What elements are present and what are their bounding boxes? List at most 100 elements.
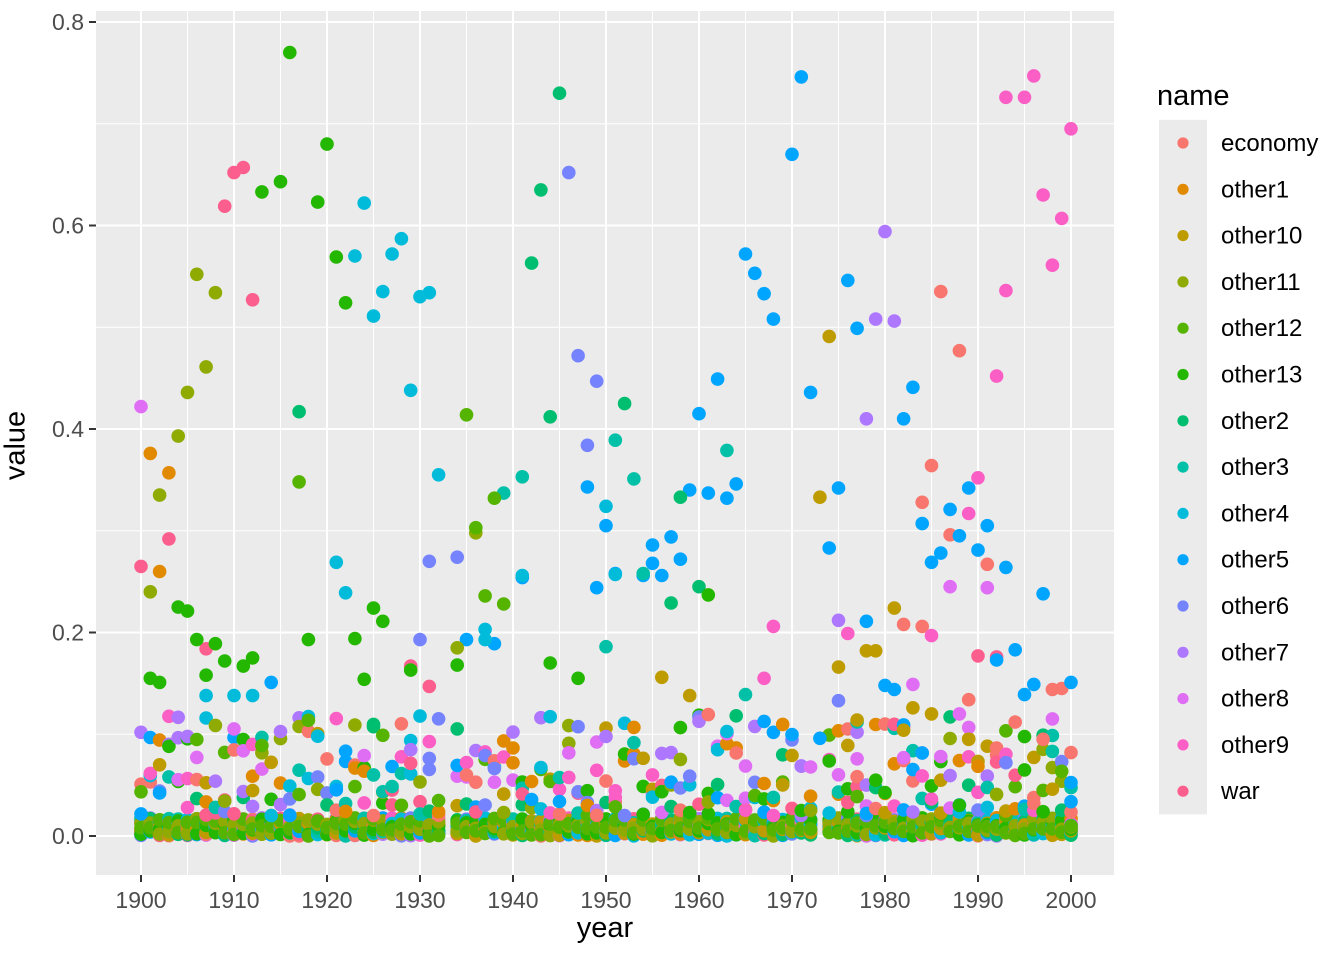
data-point xyxy=(245,293,260,307)
x-tick-label: 1990 xyxy=(952,887,1003,913)
data-point xyxy=(562,165,576,180)
data-point xyxy=(431,468,446,482)
data-point xyxy=(1064,819,1078,833)
data-point xyxy=(831,660,846,674)
legend-item-other3: other3 xyxy=(1177,454,1289,481)
legend-item-other13: other13 xyxy=(1177,362,1302,389)
legend-item-other5: other5 xyxy=(1177,547,1289,574)
data-point xyxy=(924,458,939,473)
legend-key-dot xyxy=(1177,230,1189,242)
data-point xyxy=(682,805,697,820)
data-point xyxy=(217,199,232,213)
data-point xyxy=(348,631,362,646)
data-point xyxy=(450,658,465,672)
data-point xyxy=(617,808,632,823)
data-point xyxy=(571,719,585,734)
legend-key-dot xyxy=(1177,600,1189,612)
data-point xyxy=(729,746,743,760)
data-point xyxy=(738,759,753,773)
data-point xyxy=(376,284,390,299)
data-point xyxy=(469,805,483,819)
data-point xyxy=(562,770,576,785)
legend-item-label: economy xyxy=(1221,130,1318,157)
data-point xyxy=(552,794,567,809)
data-point xyxy=(580,480,595,494)
data-point xyxy=(1017,763,1032,777)
data-point xyxy=(850,321,864,336)
x-tick-label: 1970 xyxy=(766,887,817,913)
data-point xyxy=(878,785,892,800)
data-point xyxy=(422,734,437,749)
data-point xyxy=(850,752,864,766)
data-point xyxy=(562,736,576,751)
data-point xyxy=(980,780,995,795)
data-point xyxy=(831,613,846,628)
data-point xyxy=(915,495,929,510)
data-point xyxy=(199,668,213,682)
data-point xyxy=(376,614,390,629)
data-point xyxy=(1008,715,1022,729)
data-point xyxy=(366,719,381,734)
data-point xyxy=(757,714,771,729)
data-point xyxy=(729,709,743,723)
data-point xyxy=(720,491,734,506)
data-point xyxy=(162,466,176,480)
data-point xyxy=(664,530,678,544)
data-point xyxy=(608,790,623,805)
data-point xyxy=(868,312,883,326)
legend-key-dot xyxy=(1177,368,1189,381)
data-point xyxy=(1054,754,1069,769)
legend-item-other9: other9 xyxy=(1177,732,1289,759)
data-point xyxy=(162,739,176,754)
data-point xyxy=(329,711,344,726)
data-point xyxy=(645,556,660,571)
data-point xyxy=(459,768,474,782)
data-point xyxy=(850,769,864,784)
x-tick-label: 1930 xyxy=(394,887,445,913)
data-point xyxy=(580,783,595,798)
data-point xyxy=(292,787,306,802)
data-point xyxy=(1054,211,1069,226)
data-point xyxy=(134,559,148,574)
data-point xyxy=(599,499,613,514)
data-point xyxy=(775,778,790,792)
data-point xyxy=(245,799,260,814)
data-point xyxy=(785,147,799,162)
data-point xyxy=(682,483,697,497)
data-point xyxy=(413,794,427,809)
data-point xyxy=(850,725,864,739)
data-point xyxy=(152,564,167,579)
data-point xyxy=(813,731,827,746)
data-point xyxy=(599,518,613,533)
data-point xyxy=(403,742,418,757)
data-point xyxy=(608,800,623,814)
data-point xyxy=(366,808,381,823)
data-point xyxy=(952,798,967,813)
data-point xyxy=(1017,90,1032,105)
data-point xyxy=(757,286,771,301)
data-point xyxy=(636,807,650,822)
data-point xyxy=(803,789,818,803)
legend: economy other1 other10 other11 other12 other1… xyxy=(1159,119,1318,815)
data-point xyxy=(906,380,920,395)
data-point xyxy=(822,806,836,820)
data-point xyxy=(589,374,604,389)
y-tick-labels: 0.0 0.2 0.4 0.6 0.8 xyxy=(52,9,84,849)
data-point xyxy=(487,761,502,776)
data-point xyxy=(283,779,297,793)
data-point xyxy=(459,755,474,770)
data-point xyxy=(692,406,706,421)
legend-item-other4: other4 xyxy=(1177,500,1289,527)
data-point xyxy=(766,312,781,326)
data-point xyxy=(162,532,176,546)
data-point xyxy=(906,677,920,692)
data-point xyxy=(329,783,344,797)
data-point xyxy=(255,762,269,776)
data-point xyxy=(701,806,716,821)
data-point xyxy=(245,651,260,665)
data-point xyxy=(506,741,520,755)
legend-title: name xyxy=(1157,80,1230,112)
data-point xyxy=(227,688,241,703)
data-point xyxy=(245,769,260,783)
data-point xyxy=(217,794,232,808)
